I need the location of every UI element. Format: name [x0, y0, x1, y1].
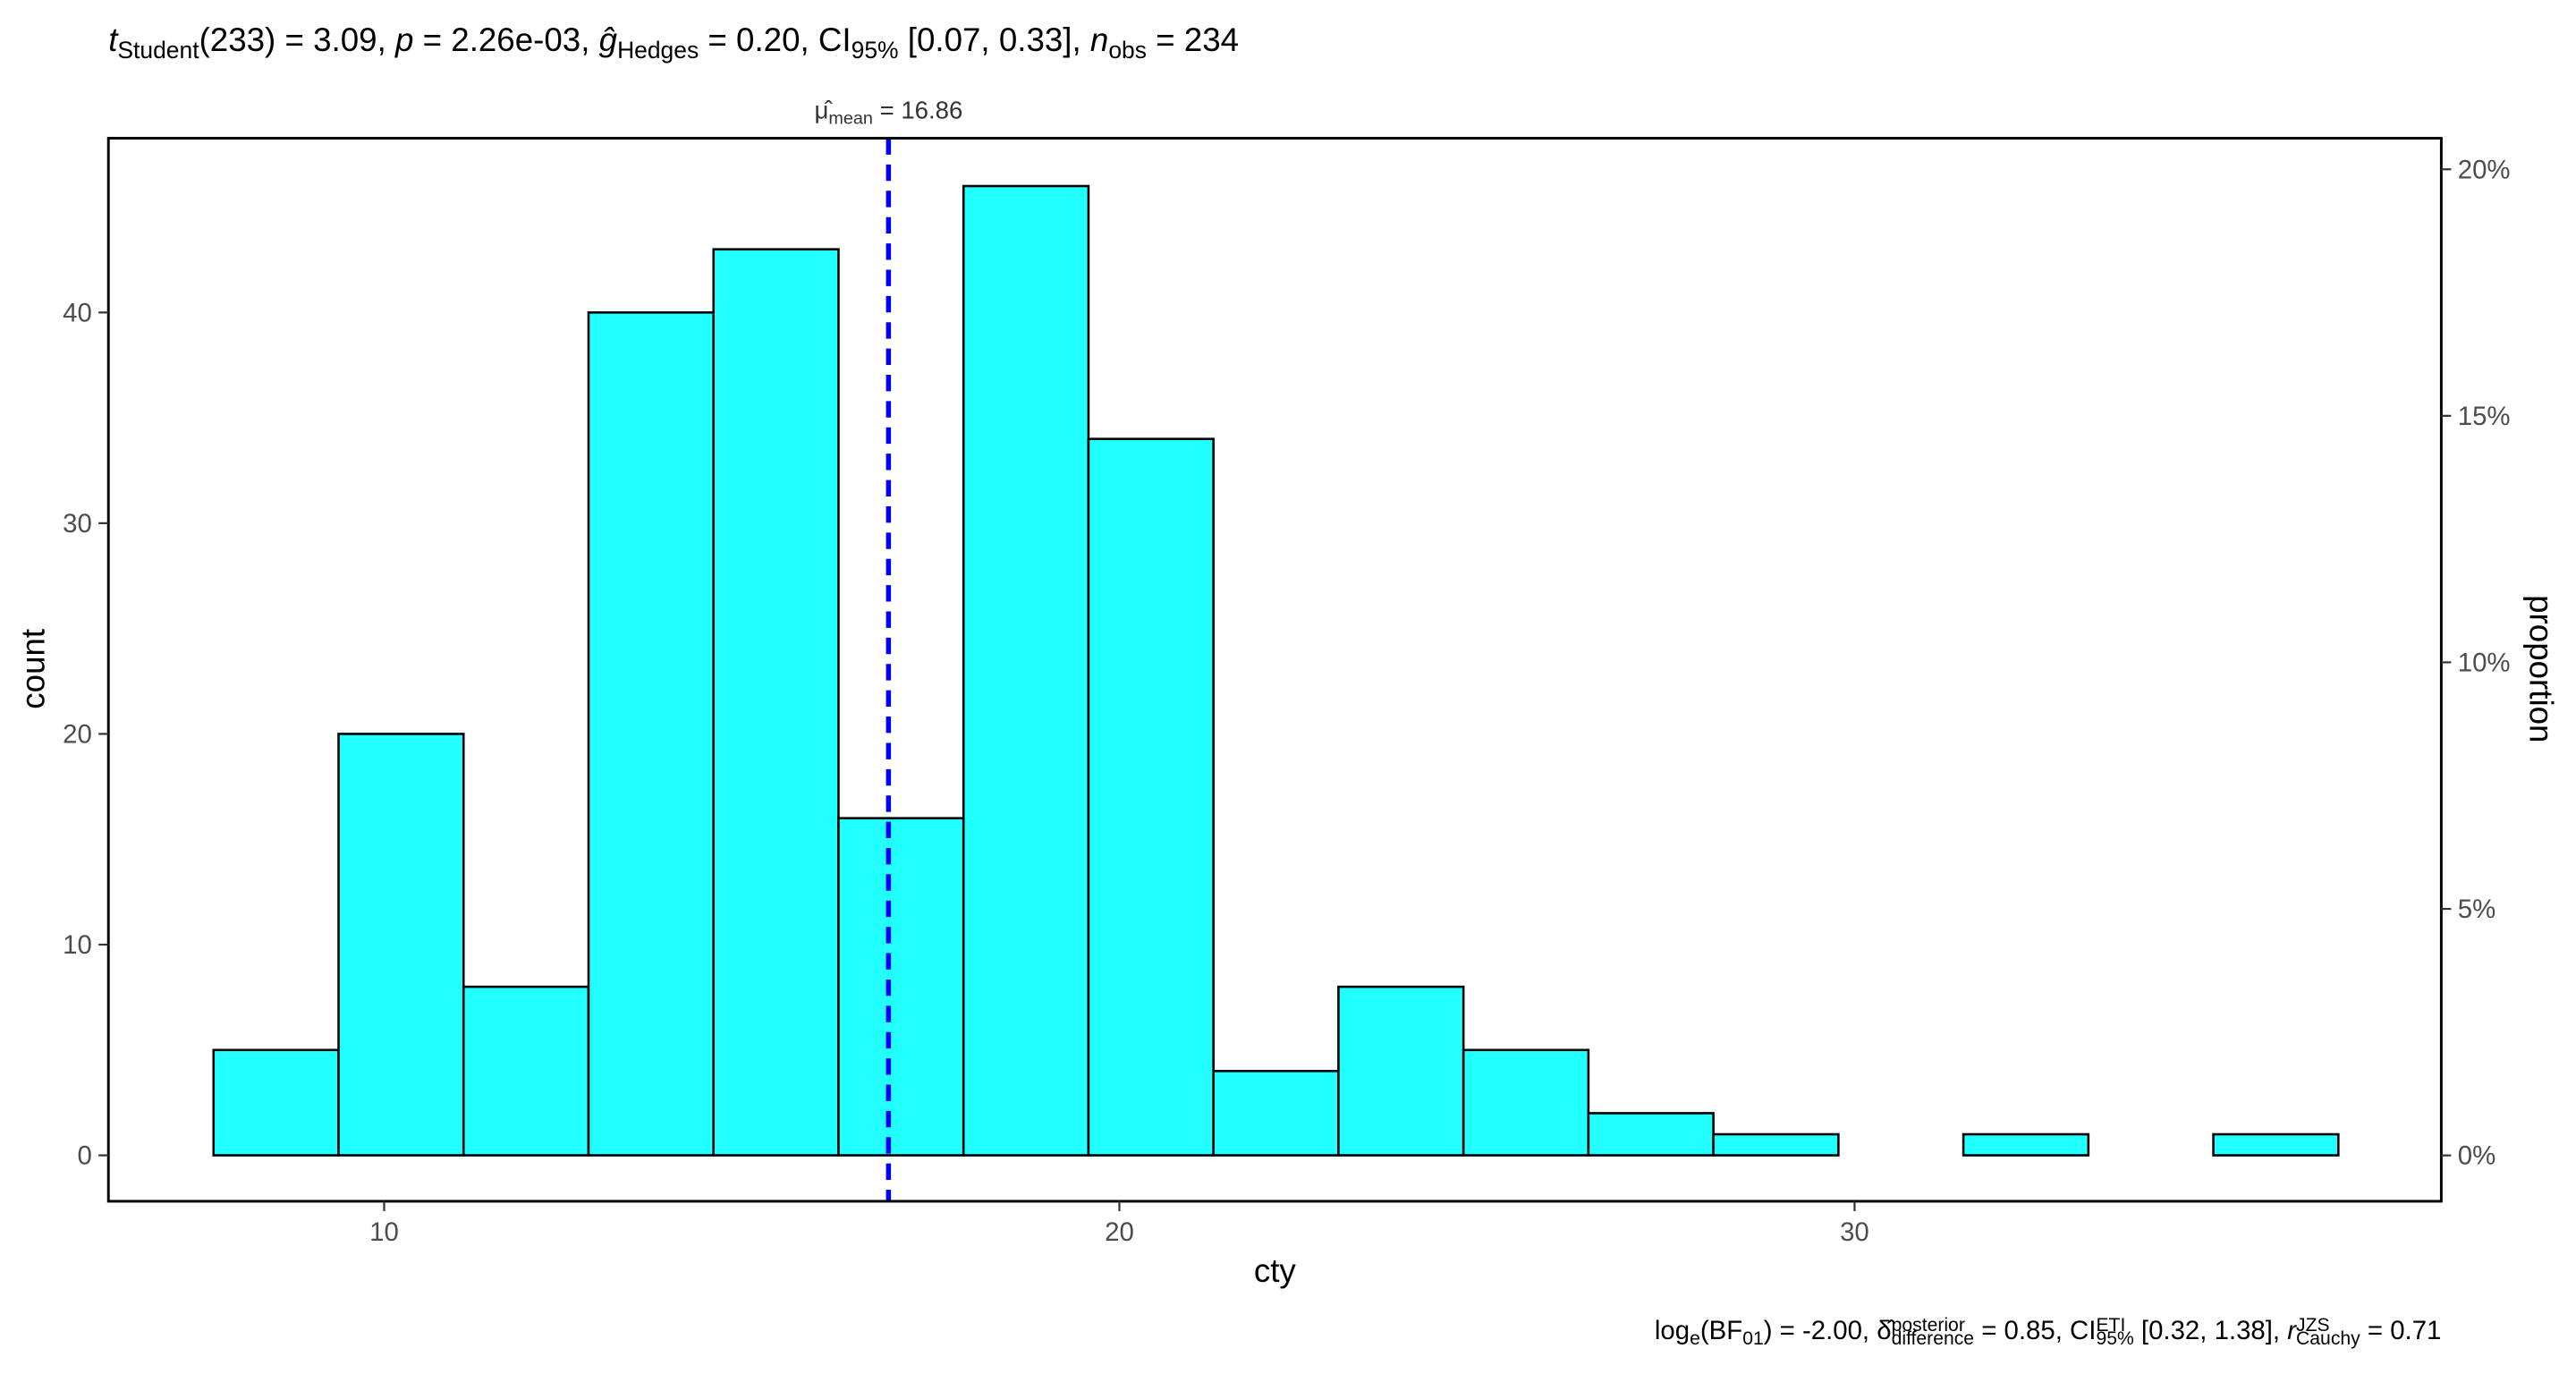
text-part: obs: [1108, 37, 1147, 64]
x-axis-title: cty: [1254, 1252, 1297, 1289]
text-part: ETI: [2096, 1315, 2125, 1336]
text-part: t: [108, 21, 119, 58]
text-part: Student: [117, 37, 199, 64]
y-tick-label: 40: [63, 298, 92, 327]
bar: [1712, 1132, 1840, 1157]
text-part: r: [2287, 1316, 2297, 1345]
plot-frame: [106, 137, 2443, 1203]
subtitle: tStudent(233) = 3.09, p = 2.26e-03, ĝHed…: [108, 21, 1239, 64]
text-part: JZS: [2296, 1315, 2330, 1336]
text-part: ) = -2.00,: [1764, 1316, 1877, 1345]
y-axis-title: count: [15, 629, 52, 709]
bar: [2212, 1132, 2340, 1157]
bar: [712, 248, 840, 1157]
text-part: n: [1090, 21, 1108, 58]
y2-tick-label: 10%: [2458, 649, 2511, 678]
x-tick-label: 20: [1105, 1217, 1134, 1247]
text-part: difference: [1892, 1328, 1974, 1349]
text-part: [0.32, 1.38],: [2134, 1316, 2287, 1345]
y-tick-label: 10: [63, 930, 92, 960]
text-part: Hedges: [617, 37, 699, 64]
text-part: = 0.20, CI: [699, 21, 851, 58]
text-part: 01: [1742, 1328, 1764, 1349]
text-part: μ̂: [814, 96, 833, 123]
text-part: (233) = 3.09,: [199, 21, 395, 58]
text-part: = 0.71: [2360, 1316, 2442, 1345]
y2-tick-label: 15%: [2458, 402, 2511, 431]
text-part: log: [1655, 1316, 1690, 1345]
text-part: = 2.26e-03,: [413, 21, 598, 58]
y2-tick-label: 5%: [2458, 895, 2496, 924]
y2-tick-label: 0%: [2458, 1141, 2496, 1171]
bar: [1337, 985, 1465, 1157]
text-part: e: [1690, 1328, 1700, 1349]
y-tick-label: 20: [63, 720, 92, 750]
text-part: [0.07, 0.33],: [899, 21, 1090, 58]
y2-axis-title: proportion: [2523, 595, 2560, 742]
bar: [1462, 1048, 1590, 1157]
x-tick-label: 30: [1840, 1217, 1869, 1247]
y-tick-label: 30: [63, 509, 92, 539]
text-part: p: [394, 21, 413, 58]
text-part: posterior: [1892, 1315, 1965, 1336]
text-part: = 234: [1147, 21, 1239, 58]
bar: [462, 985, 590, 1157]
text-part: Cauchy: [2296, 1328, 2360, 1349]
bar: [337, 733, 465, 1157]
y-tick-label: 0: [78, 1141, 92, 1171]
bar: [587, 311, 716, 1157]
text-part: (BF: [1700, 1316, 1742, 1345]
text-part: 95%: [852, 37, 899, 64]
caption: loge(BF01) = -2.00, δ̂posterior differenc…: [1655, 1315, 2441, 1350]
text-part: ĝ: [599, 21, 618, 58]
bar: [1962, 1132, 2090, 1157]
bar: [962, 184, 1090, 1157]
text-part: mean: [828, 108, 873, 128]
text-part: δ̂: [1877, 1316, 1895, 1345]
mean-label: μ̂mean = 16.86: [814, 96, 962, 128]
text-part: 95%: [2096, 1328, 2134, 1349]
bar: [837, 817, 965, 1157]
text-part: =: [873, 96, 901, 123]
y2-tick-label: 20%: [2458, 155, 2511, 184]
bar: [1587, 1112, 1715, 1157]
mean-value: 16.86: [901, 96, 962, 123]
x-tick-label: 10: [369, 1217, 399, 1247]
bar: [1212, 1070, 1340, 1157]
bar: [212, 1048, 340, 1157]
bar: [1087, 437, 1215, 1157]
text-part: = 0.85, CI: [1974, 1316, 2096, 1345]
